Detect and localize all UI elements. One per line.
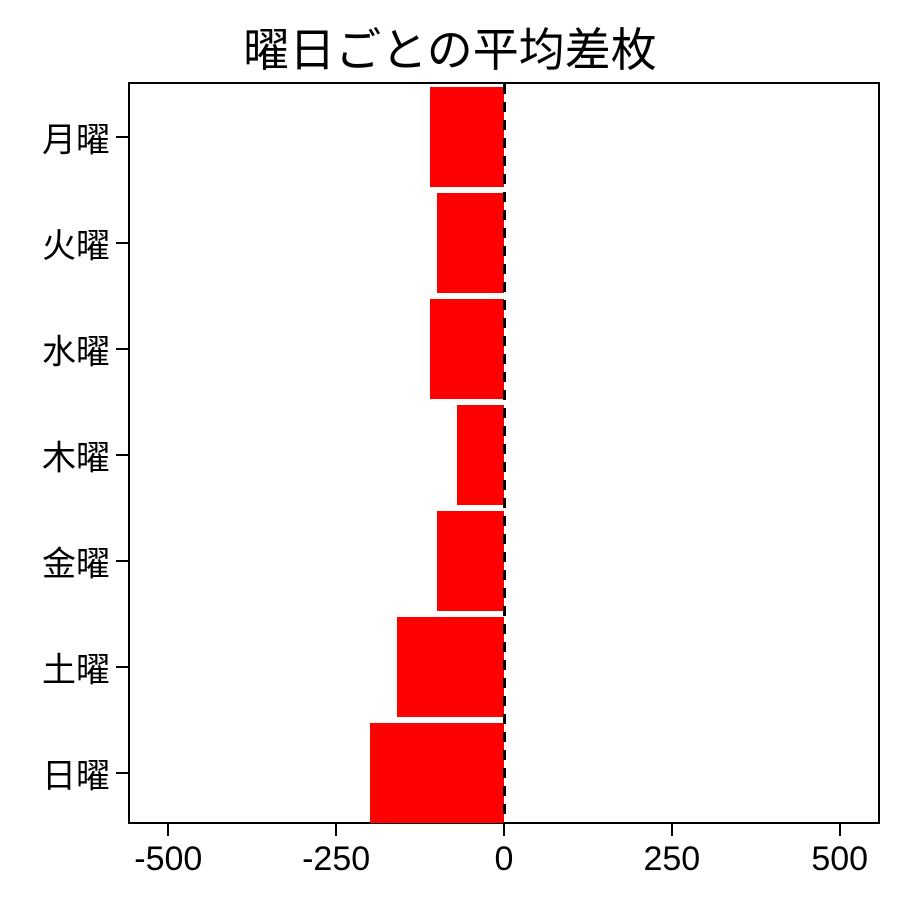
y-axis-tick (116, 242, 128, 244)
y-axis-tick (116, 348, 128, 350)
y-axis-label: 金曜 (42, 537, 110, 586)
y-axis-label: 水曜 (42, 325, 110, 374)
y-axis-label: 木曜 (42, 431, 110, 480)
x-axis-label: 250 (643, 840, 700, 879)
bar (430, 299, 504, 400)
x-axis-label: -250 (302, 840, 370, 879)
x-axis-tick (671, 824, 673, 836)
x-axis-tick (839, 824, 841, 836)
bar (437, 193, 504, 294)
y-axis-tick (116, 136, 128, 138)
y-axis-label: 土曜 (42, 643, 110, 692)
bar (397, 617, 504, 718)
y-axis-tick (116, 666, 128, 668)
x-axis-label: 0 (495, 840, 514, 879)
x-axis-tick (335, 824, 337, 836)
bar (457, 405, 504, 506)
x-axis-label: -500 (134, 840, 202, 879)
y-axis-label: 火曜 (42, 219, 110, 268)
bar (430, 87, 504, 188)
bar (370, 723, 504, 824)
plot-area: -500-2500250500月曜火曜水曜木曜金曜土曜日曜 (128, 82, 880, 824)
y-axis-tick (116, 454, 128, 456)
y-axis-tick (116, 560, 128, 562)
x-axis-label: 500 (811, 840, 868, 879)
y-axis-tick (116, 772, 128, 774)
y-axis-line (128, 84, 130, 824)
x-axis-tick (167, 824, 169, 836)
bar (437, 511, 504, 612)
chart-title: 曜日ごとの平均差枚 (0, 14, 900, 80)
y-axis-label: 月曜 (42, 113, 110, 162)
y-axis-label: 日曜 (42, 749, 110, 798)
x-axis-tick (503, 824, 505, 836)
zero-reference-line (503, 84, 506, 824)
